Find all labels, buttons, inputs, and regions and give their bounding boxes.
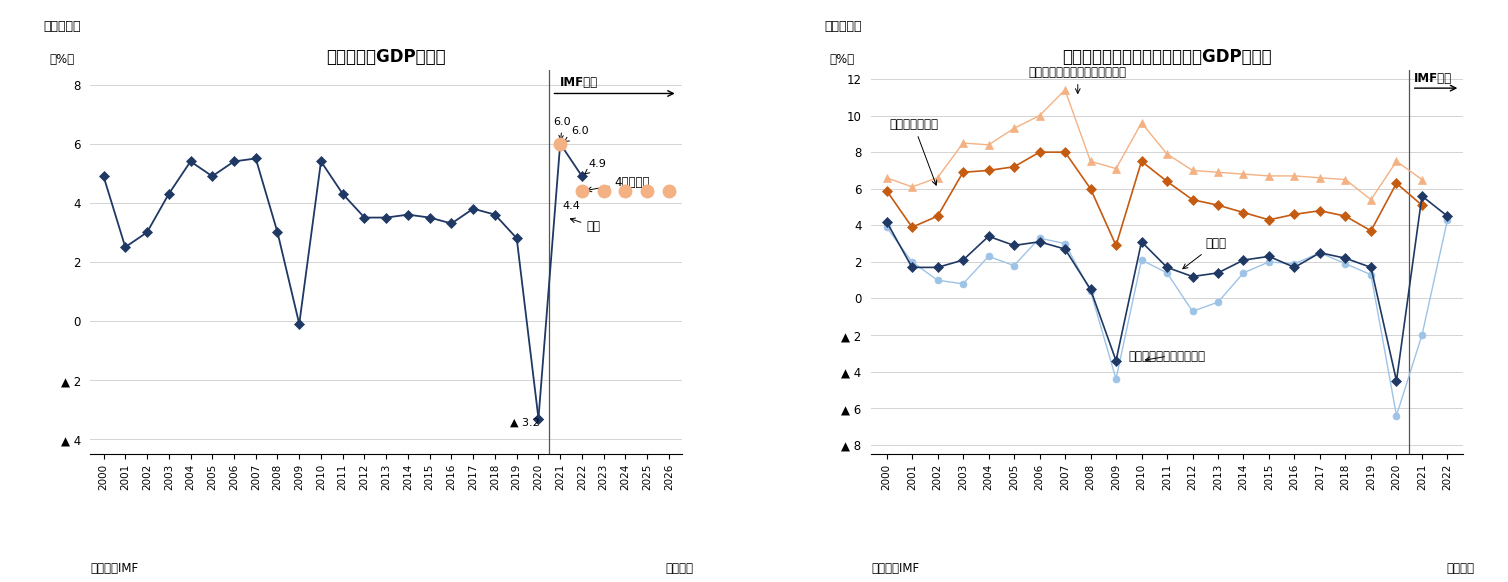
Title: 世界の実質GDP伸び率: 世界の実質GDP伸び率	[326, 48, 446, 66]
Title: 先進国と新興国・途上国の実質GDP伸び率: 先進国と新興国・途上国の実質GDP伸び率	[1062, 48, 1271, 66]
Text: （年次）: （年次）	[667, 562, 694, 574]
Text: 先進国: 先進国	[1182, 237, 1226, 269]
Text: （資料）IMF: （資料）IMF	[872, 562, 920, 574]
Text: 今回: 今回	[570, 218, 600, 233]
Text: IMF予測: IMF予測	[1415, 72, 1452, 86]
Text: 先進国（うちユーロ圏）: 先進国（うちユーロ圏）	[1129, 350, 1206, 363]
Text: （図表１）: （図表１）	[44, 20, 80, 33]
Text: （%）: （%）	[829, 53, 855, 66]
Text: 4.9: 4.9	[585, 159, 606, 174]
Text: （資料）IMF: （資料）IMF	[90, 562, 139, 574]
Text: IMF予測: IMF予測	[559, 76, 599, 89]
Text: 6.0: 6.0	[564, 126, 588, 141]
Text: 4月見通し: 4月見通し	[587, 176, 650, 192]
Text: 6.0: 6.0	[553, 118, 572, 140]
Text: （年次）: （年次）	[1446, 562, 1475, 574]
Text: 4.4: 4.4	[562, 201, 581, 211]
Text: ▲ 3.2: ▲ 3.2	[510, 418, 540, 428]
Text: （図表２）: （図表２）	[823, 20, 861, 33]
Text: 新興国・途上国（うちアジア）: 新興国・途上国（うちアジア）	[1028, 66, 1126, 94]
Text: 新興国・途上国: 新興国・途上国	[890, 118, 938, 185]
Text: （%）: （%）	[50, 53, 74, 66]
